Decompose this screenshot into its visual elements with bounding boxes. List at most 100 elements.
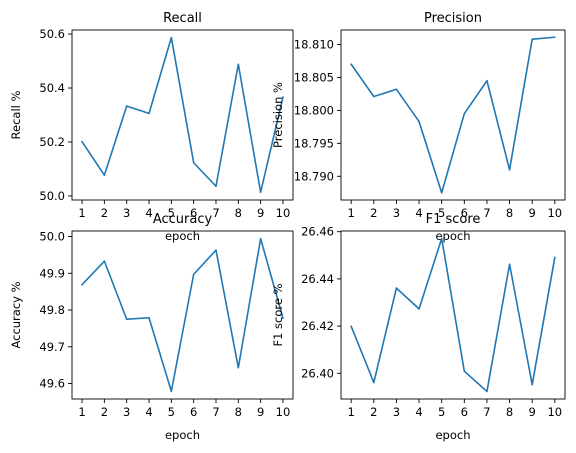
recall-x-axis-label: epoch (165, 229, 200, 243)
precision-axes-frame (340, 29, 566, 201)
recall-x-tick-label: 7 (212, 206, 219, 220)
precision-y-tick-label: 18.795 (294, 136, 334, 150)
precision-data-point (350, 63, 352, 66)
precision-data-point (508, 168, 511, 171)
precision-series-line (350, 36, 556, 194)
recall-data-point (215, 185, 217, 188)
recall-y-tick-label: 50.6 (39, 27, 65, 41)
f1-score-y-tick-label: 26.40 (301, 366, 334, 380)
accuracy-title: Accuracy (153, 212, 213, 227)
recall-title: Recall (163, 11, 202, 26)
accuracy-data-point (259, 237, 262, 240)
precision-data-point (531, 38, 533, 41)
accuracy-data-point (81, 283, 83, 286)
precision-x-tick-label: 6 (461, 206, 468, 220)
f1-score-data-point (350, 325, 352, 328)
precision-y-tick-label: 18.800 (294, 103, 334, 117)
accuracy-x-tick-label: 1 (78, 405, 85, 419)
precision-x-tick-label: 2 (370, 206, 377, 220)
f1-score-data-point (373, 381, 375, 384)
recall-data-point (148, 112, 150, 115)
f1-score-x-tick-label: 3 (393, 405, 400, 419)
accuracy-x-tick-label: 10 (276, 405, 291, 419)
accuracy-y-tick-label: 50.0 (39, 230, 65, 244)
accuracy-x-tick-label: 7 (212, 405, 219, 419)
recall-y-axis-label: Recall % (9, 90, 23, 139)
f1-score-data-point (531, 383, 533, 386)
f1-score-y-tick-label: 26.44 (301, 272, 334, 286)
precision-y-axis-label: Precision % (271, 82, 285, 148)
recall-y-tick-label: 50.2 (39, 135, 65, 149)
recall-data-point (259, 191, 262, 193)
f1-score-x-tick-label: 4 (415, 405, 422, 419)
recall-panel: Recall 1 2 3 4 5 6 7 8 9 10 50.0 50.2 50.4 50.6 epoch Re… (9, 11, 294, 243)
precision-y-tick-label: 18.810 (294, 37, 334, 51)
recall-data-point (125, 105, 128, 107)
accuracy-x-tick-label: 4 (145, 405, 152, 419)
recall-y-tick-label: 50.4 (39, 81, 65, 95)
accuracy-data-point (148, 316, 150, 319)
accuracy-series-line (81, 237, 284, 393)
f1-score-x-axis-label: epoch (435, 428, 470, 442)
recall-x-tick-label: 9 (257, 206, 264, 220)
f1-score-data-point (418, 308, 420, 310)
recall-data-point (192, 161, 195, 164)
f1-score-x-tick-label: 6 (461, 405, 468, 419)
recall-data-point (170, 36, 173, 39)
precision-x-tick-label: 7 (483, 206, 490, 220)
precision-panel: Precision 1 2 3 4 5 6 7 8 9 10 18.790 18.795 18.800 18… (271, 11, 566, 243)
f1-score-x-tick-label: 5 (438, 405, 445, 419)
f1-score-y-axis-label: F1 score % (271, 283, 285, 346)
f1-score-title: F1 score (426, 212, 481, 227)
recall-data-point (103, 174, 106, 176)
recall-x-tick-label: 5 (168, 206, 175, 220)
accuracy-x-tick-label: 8 (235, 405, 242, 419)
recall-data-point (81, 140, 83, 143)
precision-data-point (373, 95, 375, 98)
accuracy-y-tick-label: 49.6 (39, 377, 65, 391)
recall-data-point (282, 96, 284, 98)
accuracy-data-point (237, 366, 240, 369)
accuracy-axes-frame (71, 230, 294, 400)
accuracy-y-tick-label: 49.9 (39, 266, 65, 280)
f1-score-x-tick-label: 10 (547, 405, 562, 419)
f1-score-data-point (463, 370, 466, 372)
f1-score-data-point (440, 237, 443, 240)
f1-score-x-tick-label: 2 (370, 405, 377, 419)
recall-x-tick-label: 6 (190, 206, 197, 220)
accuracy-data-point (282, 317, 284, 319)
recall-y-tick-label: 50.0 (39, 189, 65, 203)
precision-y-tick-label: 18.790 (294, 169, 334, 183)
precision-data-point (554, 36, 556, 39)
f1-score-x-tick-label: 7 (483, 405, 490, 419)
precision-data-point (440, 191, 443, 194)
accuracy-x-tick-label: 9 (257, 405, 264, 419)
accuracy-y-tick-label: 49.8 (39, 303, 65, 317)
precision-y-tick-label: 18.805 (294, 70, 334, 84)
f1-score-y-tick-label: 26.42 (301, 319, 334, 333)
recall-x-tick-label: 8 (235, 206, 242, 220)
f1-score-data-point (486, 390, 488, 393)
f1-score-x-tick-label: 1 (348, 405, 355, 419)
precision-x-axis-label: epoch (435, 229, 470, 243)
f1-score-data-point (554, 256, 556, 259)
f1-score-x-tick-label: 9 (529, 405, 536, 419)
accuracy-data-point (125, 318, 128, 321)
accuracy-x-tick-label: 2 (101, 405, 108, 419)
recall-x-tick-label: 3 (123, 206, 130, 220)
recall-x-tick-label: 2 (101, 206, 108, 220)
accuracy-y-axis-label: Accuracy % (9, 281, 23, 348)
precision-x-tick-label: 10 (547, 206, 562, 220)
precision-x-tick-label: 4 (415, 206, 422, 220)
accuracy-data-point (170, 390, 173, 393)
precision-x-tick-label: 1 (348, 206, 355, 220)
f1-score-data-point (395, 287, 398, 289)
f1-score-axes-frame (340, 230, 566, 400)
accuracy-x-tick-label: 5 (168, 405, 175, 419)
recall-data-point (237, 63, 240, 66)
recall-series-line (81, 36, 284, 193)
accuracy-x-axis-label: epoch (165, 428, 200, 442)
f1-score-series-line (350, 237, 556, 393)
precision-x-tick-label: 3 (393, 206, 400, 220)
precision-data-point (486, 79, 488, 82)
